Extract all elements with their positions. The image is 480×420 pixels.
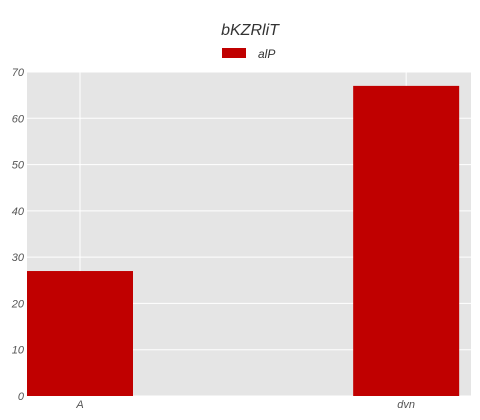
y-tick-label: 60 [12,113,25,125]
legend-swatch [222,48,246,58]
legend-label: alP [258,47,275,61]
bar-dvn [353,86,459,396]
y-tick-label: 0 [18,391,25,403]
chart-title: bKZRliT [221,22,280,39]
legend: alP [222,47,275,61]
y-axis-ticks: 0 10 20 30 40 50 60 70 [11,67,25,403]
y-tick-label: 40 [12,206,25,218]
x-tick-label: A [75,399,83,411]
y-tick-label: 30 [12,252,25,264]
bar-A [27,271,133,396]
y-tick-label: 10 [12,345,25,357]
y-tick-label: 70 [12,67,25,79]
y-tick-label: 50 [12,160,25,172]
x-tick-label: dvn [397,399,415,411]
y-tick-label: 20 [11,298,25,310]
